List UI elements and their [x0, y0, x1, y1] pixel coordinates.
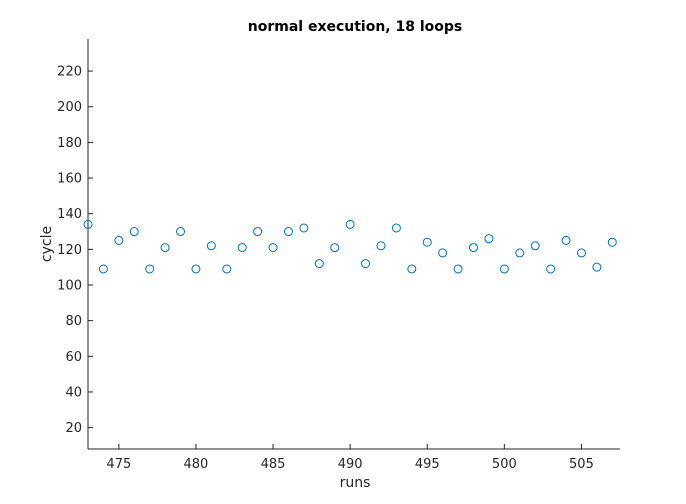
y-tick-label: 220	[57, 65, 82, 80]
data-point	[345, 219, 355, 229]
data-point	[607, 237, 617, 247]
y-tick-label: 100	[57, 279, 82, 294]
data-point	[499, 264, 509, 274]
data-point	[314, 259, 324, 269]
y-axis-label: cycle	[39, 226, 55, 262]
y-tick-label: 180	[57, 136, 82, 151]
data-point	[515, 248, 525, 258]
y-tick-label: 20	[65, 421, 82, 436]
y-tick-label: 140	[57, 207, 82, 222]
data-point	[237, 243, 247, 253]
data-point	[484, 234, 494, 244]
data-point	[453, 264, 463, 274]
y-tick-label: 60	[65, 350, 82, 365]
data-point	[361, 259, 371, 269]
x-axis-label: runs	[340, 475, 371, 491]
y-tick-label: 200	[57, 100, 82, 115]
data-point	[299, 223, 309, 233]
data-point	[407, 264, 417, 274]
data-point	[206, 241, 216, 251]
y-tick-label: 80	[65, 314, 82, 329]
data-point	[176, 227, 186, 237]
chart-title: normal execution, 18 loops	[248, 19, 463, 35]
data-point	[469, 243, 479, 253]
data-point	[268, 243, 278, 253]
x-tick-label: 495	[415, 457, 440, 472]
data-point	[422, 237, 432, 247]
plot-area: 475 480 485 490 495 500 505 20 40 60 80 100 120 140 1…	[57, 39, 620, 472]
data-point	[191, 264, 201, 274]
data-point	[283, 227, 293, 237]
x-tick-label: 490	[338, 457, 363, 472]
y-tick-label: 40	[65, 385, 82, 400]
data-point	[546, 264, 556, 274]
x-tick-label: 500	[492, 457, 517, 472]
data-point	[576, 248, 586, 258]
y-axis-ticks: 20 40 60 80 100 120 140 160 180 200 220	[57, 65, 93, 436]
x-tick-label: 505	[569, 457, 594, 472]
data-point	[391, 223, 401, 233]
data-point	[530, 241, 540, 251]
data-point	[98, 264, 108, 274]
data-point	[114, 235, 124, 245]
x-tick-label: 475	[106, 457, 131, 472]
data-point	[253, 227, 263, 237]
data-point	[438, 248, 448, 258]
y-tick-label: 120	[57, 243, 82, 258]
data-point	[145, 264, 155, 274]
data-point	[561, 235, 571, 245]
data-point	[129, 227, 139, 237]
x-tick-label: 480	[184, 457, 209, 472]
data-points	[83, 219, 617, 274]
data-point	[160, 243, 170, 253]
data-point	[376, 241, 386, 251]
x-tick-label: 485	[261, 457, 286, 472]
data-point	[330, 243, 340, 253]
data-point	[83, 219, 93, 229]
y-tick-label: 160	[57, 172, 82, 187]
x-axis-ticks: 475 480 485 490 495 500 505	[106, 444, 594, 472]
data-point	[222, 264, 232, 274]
data-point	[592, 262, 602, 272]
